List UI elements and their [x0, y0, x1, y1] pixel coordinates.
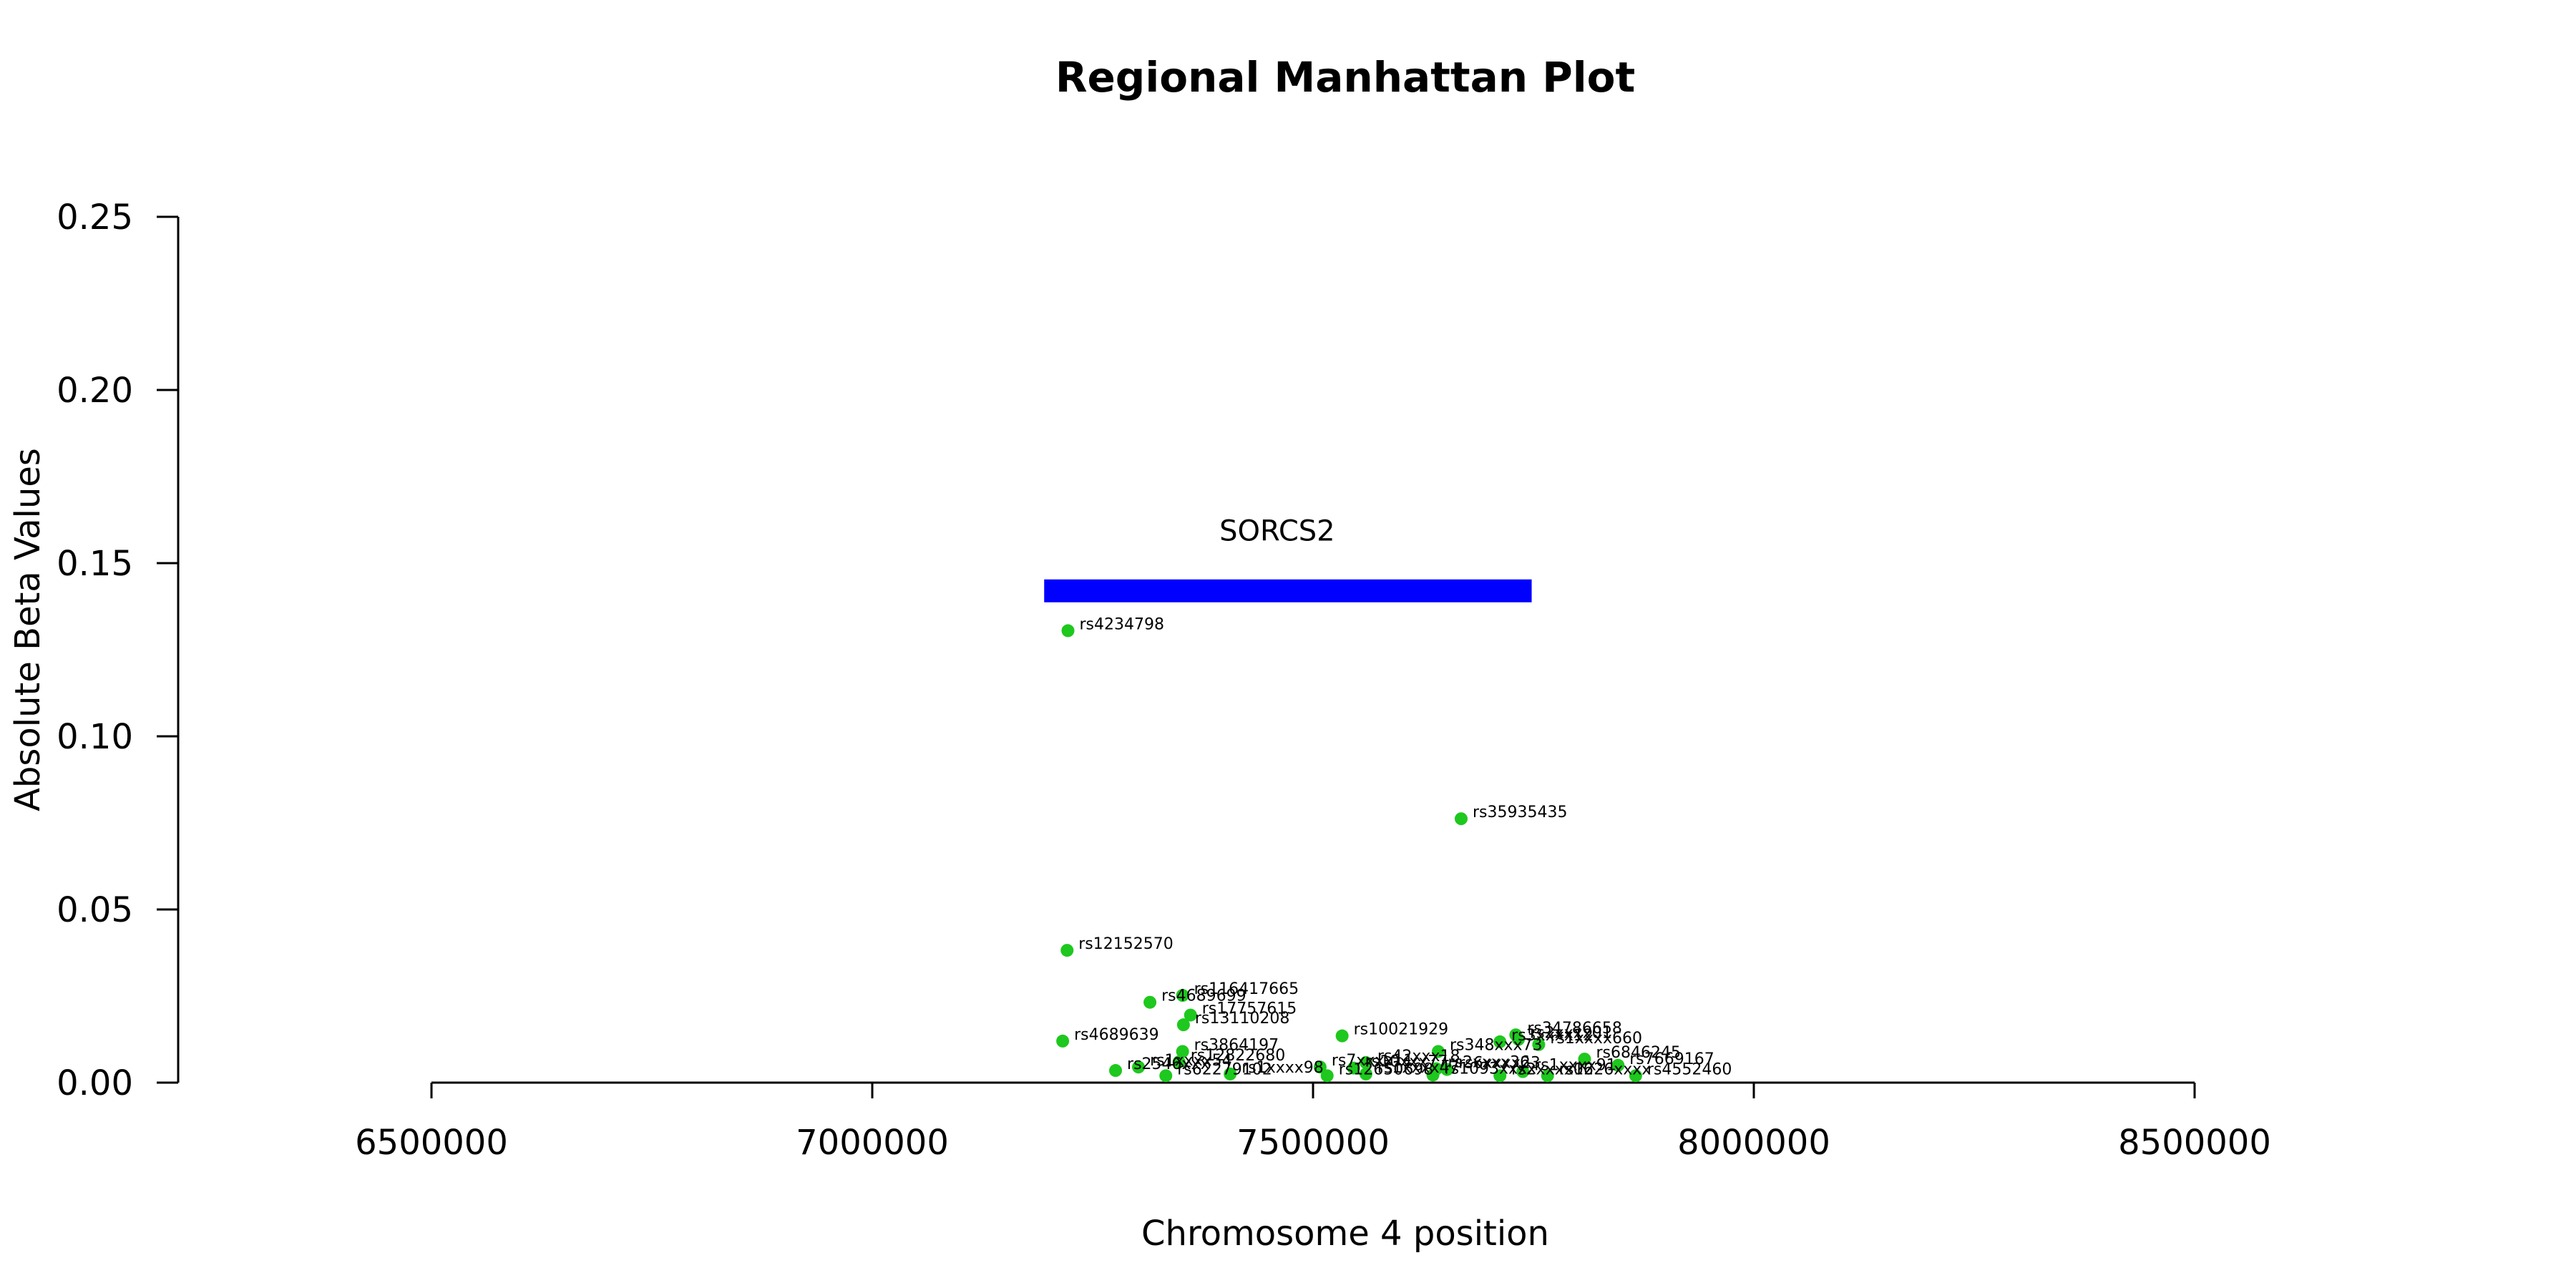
snp-point — [1431, 1045, 1445, 1058]
snp-point — [1176, 989, 1189, 1002]
y-tick-label: 0.15 — [57, 544, 133, 584]
snp-point — [1159, 1069, 1173, 1083]
x-tick-label: 8500000 — [2118, 1123, 2271, 1163]
snp-label: rs12650698 — [1339, 1060, 1433, 1078]
snp-point — [1629, 1069, 1642, 1083]
snp-label: rs1226xxxx — [1559, 1060, 1652, 1078]
snp-label: rs7xxxx11 — [1332, 1052, 1414, 1070]
snp-label: rs12152570 — [1078, 935, 1173, 953]
snp-point — [1347, 1061, 1360, 1075]
snp-label: rs4234798 — [1080, 615, 1165, 633]
x-axis: 6500000 7000000 7500000 8000000 8500000 — [355, 1081, 2271, 1163]
snp-point — [1440, 1063, 1454, 1076]
snp-label: rs1xxxx47 — [1377, 1059, 1460, 1077]
snp-point — [1532, 1038, 1546, 1051]
snp-point — [1512, 1033, 1526, 1046]
snp-label: rs348xxx73 — [1450, 1036, 1543, 1054]
snp-point — [1224, 1067, 1237, 1080]
snp-points — [1056, 624, 1642, 1083]
snp-point — [1578, 1053, 1591, 1066]
snp-label: rs2546xxx — [1127, 1055, 1210, 1073]
snp-point — [1143, 995, 1157, 1009]
y-tick-label: 0.00 — [57, 1063, 133, 1103]
snp-point — [1109, 1064, 1123, 1078]
snp-label: rs3864197 — [1194, 1036, 1279, 1054]
snp-point — [1132, 1060, 1146, 1074]
y-tick-label: 0.05 — [57, 890, 133, 930]
snp-point — [1056, 1034, 1070, 1048]
snp-point — [1516, 1065, 1530, 1078]
snp-point — [1493, 1035, 1507, 1048]
snp-point — [1541, 1069, 1554, 1083]
snp-label: rs1093xxxx — [1445, 1060, 1537, 1078]
snp-point — [1335, 1029, 1349, 1043]
snp-label: rs2xxxx06 — [1511, 1060, 1594, 1078]
snp-label: rs35935435 — [1473, 804, 1567, 821]
snp-label: rs4552460 — [1647, 1060, 1732, 1078]
y-tick-label: 0.10 — [57, 717, 133, 757]
x-tick-label: 6500000 — [355, 1123, 508, 1163]
x-tick-label: 7500000 — [1236, 1123, 1390, 1163]
snp-label: rs62279102 — [1177, 1060, 1272, 1078]
snp-label: rs1xxxx91 — [1534, 1057, 1616, 1075]
snp-labels: rs4234798 rs35935435 rs12152570 rs116417665… — [1074, 615, 1732, 1078]
snp-point — [1611, 1058, 1625, 1072]
snp-point — [1359, 1067, 1372, 1080]
snp-label: rs13110208 — [1195, 1010, 1289, 1028]
y-tick-label: 0.25 — [57, 197, 133, 238]
x-tick-label: 8000000 — [1677, 1123, 1830, 1163]
y-axis-label: Absolute Beta Values — [8, 448, 48, 811]
snp-label: rs116417665 — [1194, 980, 1299, 998]
snp-label: rs10xxx77 — [1365, 1053, 1448, 1071]
snp-point — [1184, 1008, 1197, 1022]
snp-label: rs6xxxx23 — [1458, 1055, 1541, 1073]
snp-point — [1426, 1068, 1440, 1082]
snp-point — [1176, 1018, 1190, 1032]
snp-label: rs34786658 — [1527, 1020, 1621, 1038]
snp-label: rs42xxx18 — [1377, 1048, 1460, 1065]
snp-point — [1060, 944, 1074, 957]
snp-point — [1493, 1069, 1507, 1083]
snp-label: rs4689699 — [1161, 987, 1246, 1005]
snp-label: rs7669167 — [1629, 1050, 1714, 1068]
gene-track: SORCS2 — [1044, 515, 1532, 602]
snp-label: rs1xxxx660 — [1550, 1030, 1642, 1048]
snp-label: rs6846245 — [1596, 1044, 1681, 1062]
snp-label: rs2xxxx36 — [1448, 1054, 1530, 1072]
x-tick-label: 7000000 — [796, 1123, 949, 1163]
snp-label: rs10021929 — [1354, 1021, 1448, 1039]
snp-point — [1359, 1055, 1372, 1069]
snp-label: rs1xxxx98 — [1241, 1059, 1324, 1077]
snp-point — [1313, 1060, 1327, 1074]
snp-label: rs2xxxx01 — [1530, 1025, 1612, 1043]
y-axis: 0.00 0.05 0.10 0.15 0.20 0.25 — [57, 197, 180, 1103]
chart-title: Regional Manhattan Plot — [1055, 53, 1635, 102]
gene-bar — [1044, 579, 1532, 602]
snp-point — [1176, 1045, 1189, 1058]
snp-label: rs4689639 — [1074, 1026, 1159, 1044]
snp-label: rs12822680 — [1191, 1047, 1285, 1065]
y-tick-label: 0.20 — [57, 371, 133, 411]
snp-label: rs3xxxx12 — [1511, 1027, 1594, 1045]
gene-label: SORCS2 — [1219, 515, 1335, 548]
snp-point — [1172, 1055, 1186, 1068]
x-axis-label: Chromosome 4 position — [1141, 1214, 1549, 1254]
snp-point — [1061, 624, 1075, 638]
snp-point — [1320, 1069, 1334, 1083]
snp-point — [1454, 812, 1468, 826]
snp-label: rs1xxxx54 — [1150, 1052, 1232, 1070]
snp-label: rs17757615 — [1202, 1000, 1297, 1018]
